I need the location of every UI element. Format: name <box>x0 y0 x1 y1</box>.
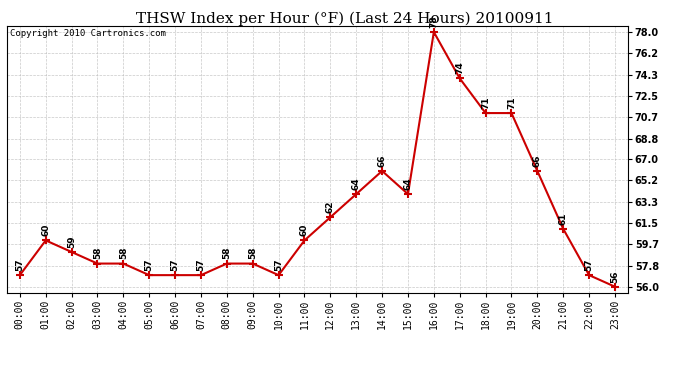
Text: 57: 57 <box>584 258 593 271</box>
Text: Copyright 2010 Cartronics.com: Copyright 2010 Cartronics.com <box>10 29 166 38</box>
Text: 57: 57 <box>274 258 283 271</box>
Text: 66: 66 <box>377 154 386 167</box>
Text: 56: 56 <box>611 270 620 282</box>
Text: 61: 61 <box>559 212 568 225</box>
Text: 60: 60 <box>41 224 50 236</box>
Text: THSW Index per Hour (°F) (Last 24 Hours) 20100911: THSW Index per Hour (°F) (Last 24 Hours)… <box>136 11 554 26</box>
Text: 57: 57 <box>15 258 24 271</box>
Text: 57: 57 <box>145 258 154 271</box>
Text: 59: 59 <box>67 235 76 248</box>
Text: 58: 58 <box>222 247 231 259</box>
Text: 66: 66 <box>533 154 542 167</box>
Text: 71: 71 <box>507 96 516 109</box>
Text: 60: 60 <box>300 224 309 236</box>
Text: 57: 57 <box>197 258 206 271</box>
Text: 78: 78 <box>429 15 438 28</box>
Text: 71: 71 <box>481 96 490 109</box>
Text: 58: 58 <box>248 247 257 259</box>
Text: 64: 64 <box>404 177 413 190</box>
Text: 62: 62 <box>326 201 335 213</box>
Text: 58: 58 <box>93 247 102 259</box>
Text: 57: 57 <box>170 258 179 271</box>
Text: 64: 64 <box>352 177 361 190</box>
Text: 58: 58 <box>119 247 128 259</box>
Text: 74: 74 <box>455 62 464 74</box>
